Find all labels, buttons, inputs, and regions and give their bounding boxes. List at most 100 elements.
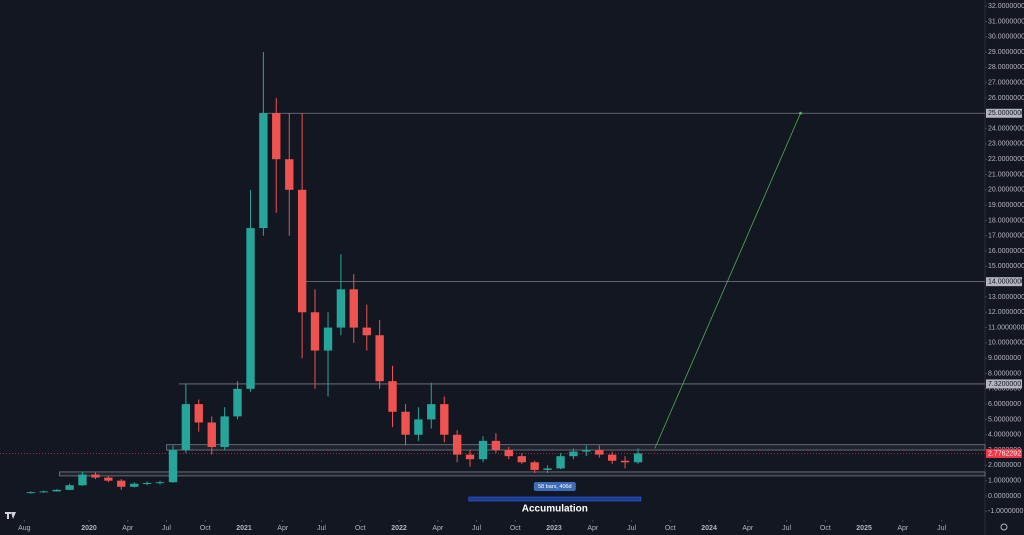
candle-body <box>91 474 100 478</box>
candle-body <box>452 434 462 455</box>
y-tick-label: 6.0000000 <box>988 401 1021 408</box>
y-tick-label: 8.0000000 <box>988 370 1021 377</box>
y-tick-label: 7.0000000 <box>988 386 1021 393</box>
candle-body <box>349 289 358 328</box>
candle-body <box>246 228 255 389</box>
candle-body <box>168 450 178 483</box>
y-tick-label: 2.0000000 <box>988 462 1021 469</box>
candle-body <box>181 404 191 451</box>
candle-body <box>414 419 423 435</box>
y-tick-label: 18.0000000 <box>988 217 1024 224</box>
x-tick-label: 2023 <box>546 525 562 532</box>
measure-bar <box>468 496 642 502</box>
candle-body <box>26 492 36 494</box>
y-tick-label: -1.0000000 <box>988 508 1024 515</box>
y-tick-label: 28.0000000 <box>988 64 1024 71</box>
x-tick-label: Apr <box>897 525 909 532</box>
y-tick-label: 5.0000000 <box>988 416 1021 423</box>
candle-body <box>194 404 203 423</box>
x-tick-label: 2024 <box>701 525 717 532</box>
candle-body <box>375 335 384 382</box>
candle-body <box>465 454 475 460</box>
y-tick-label: 13.0000000 <box>988 294 1024 301</box>
x-tick-label: Oct <box>820 525 831 532</box>
candle-body <box>310 312 320 351</box>
x-tick-label: Jul <box>472 525 481 532</box>
x-tick-label: 2021 <box>236 525 252 532</box>
x-tick-label: Jul <box>937 525 946 532</box>
measure-title: Accumulation <box>522 504 588 515</box>
y-tick-label: 26.0000000 <box>988 95 1024 102</box>
measure-label: 58 bars, 406d <box>538 484 572 490</box>
level-label: 7.3200000 <box>988 381 1021 388</box>
candle-body <box>259 113 268 229</box>
x-tick-label: 2020 <box>81 525 97 532</box>
candle-body <box>569 451 578 457</box>
y-tick-label: 22.0000000 <box>988 156 1024 163</box>
candle-body <box>297 189 307 313</box>
y-tick-label: 12.0000000 <box>988 309 1024 316</box>
candle-body <box>401 411 410 435</box>
y-tick-label: 23.0000000 <box>988 141 1024 148</box>
x-tick-label: Aug <box>18 525 31 532</box>
y-tick-label: 19.0000000 <box>988 202 1024 209</box>
projection-end <box>799 111 803 115</box>
y-tick-label: 29.0000000 <box>988 49 1024 56</box>
candle-body <box>530 462 539 470</box>
x-tick-label: Apr <box>587 525 599 532</box>
last-price-label: 2.7762292 <box>988 450 1021 457</box>
x-tick-label: Apr <box>742 525 754 532</box>
y-tick-label: 27.0000000 <box>988 80 1024 87</box>
candle-body <box>52 489 61 492</box>
candle-body <box>207 422 216 447</box>
candle-body <box>478 440 488 460</box>
y-tick-label: 24.0000000 <box>988 125 1024 132</box>
x-tick-label: Apr <box>277 525 289 532</box>
candle-body <box>65 485 74 490</box>
candle-body <box>104 477 113 481</box>
candle-body <box>440 404 449 435</box>
candle-body <box>543 468 552 470</box>
candle-body <box>78 474 87 486</box>
candle-body <box>220 416 229 447</box>
y-tick-label: 31.0000000 <box>988 18 1024 25</box>
candle-body <box>362 327 371 336</box>
candle-body <box>117 480 126 487</box>
x-tick-label: Oct <box>665 525 676 532</box>
x-tick-label: 2025 <box>856 525 872 532</box>
candle-body <box>142 482 152 484</box>
x-tick-label: Apr <box>432 525 444 532</box>
candle-body <box>504 450 513 457</box>
projection-line <box>654 113 801 449</box>
level-label-box <box>986 108 1022 118</box>
level-label-box <box>986 379 1022 389</box>
zone <box>166 444 986 451</box>
logo <box>5 512 16 519</box>
candle-body <box>155 482 165 484</box>
candle-body <box>607 454 617 461</box>
candle-body <box>336 289 346 328</box>
y-tick-label: 30.0000000 <box>988 34 1024 41</box>
x-tick-label: Jul <box>317 525 326 532</box>
x-tick-label: Apr <box>122 525 134 532</box>
candle-body <box>39 491 48 493</box>
y-tick-label: 32.0000000 <box>988 3 1024 10</box>
y-tick-label: 16.0000000 <box>988 248 1024 255</box>
candle-body <box>582 450 591 452</box>
y-tick-label: 4.0000000 <box>988 432 1021 439</box>
candle-body <box>388 381 397 412</box>
candle-body <box>233 388 242 417</box>
y-tick-label: 17.0000000 <box>988 233 1024 240</box>
last-price-box <box>986 448 1022 458</box>
candle-body <box>595 450 604 455</box>
level-label-box <box>986 277 1022 287</box>
y-tick-label: 20.0000000 <box>988 187 1024 194</box>
y-tick-label: 11.0000000 <box>988 324 1024 331</box>
x-tick-label: Oct <box>510 525 521 532</box>
candle-body <box>620 460 630 463</box>
settings-icon[interactable] <box>1000 523 1008 531</box>
y-tick-label: 21.0000000 <box>988 171 1024 178</box>
